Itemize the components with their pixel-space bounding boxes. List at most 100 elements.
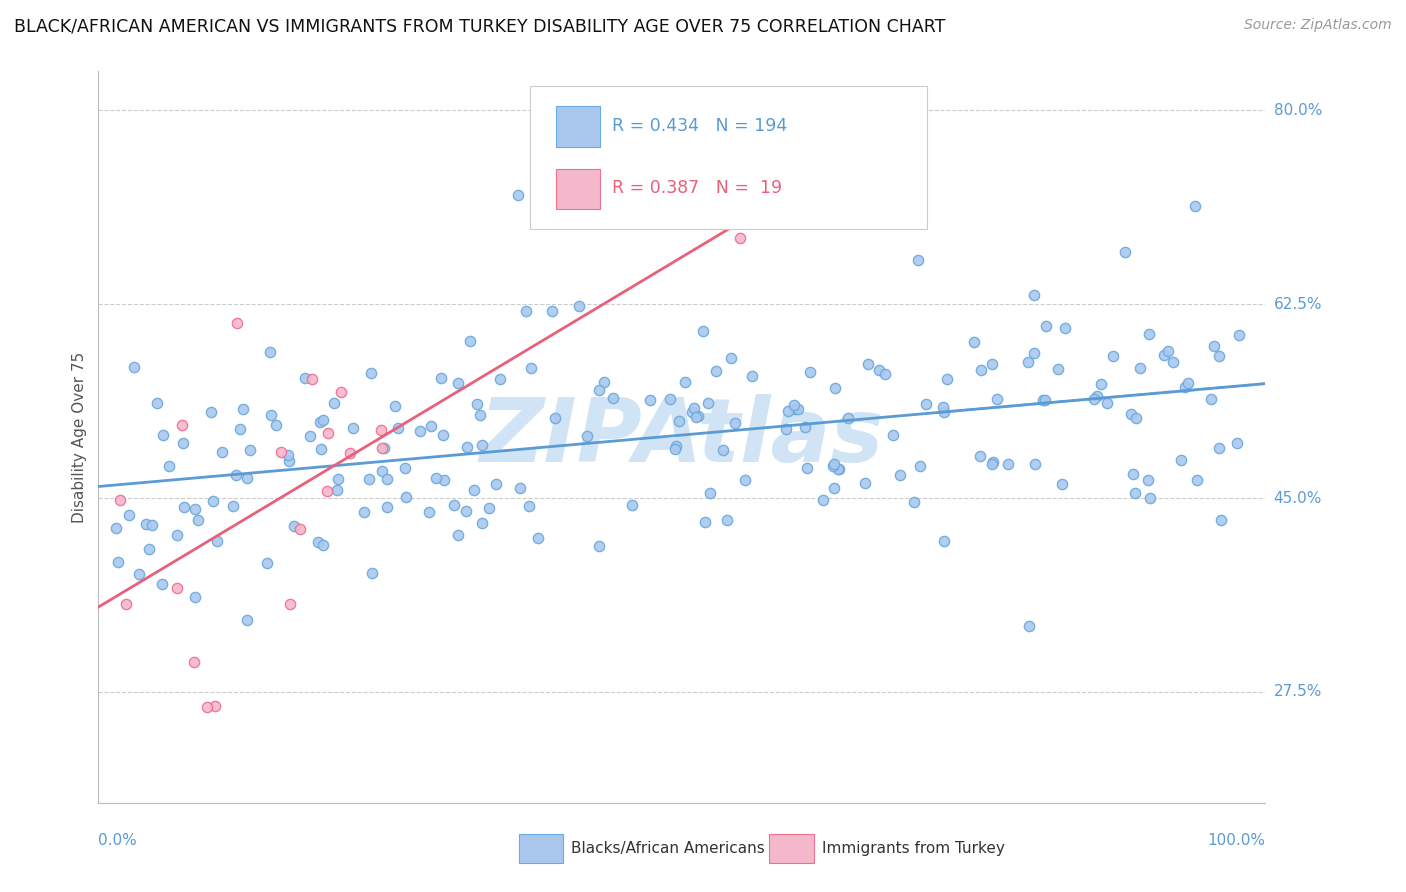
- Point: [515, 303, 537, 318]
- Point: [359, 472, 381, 486]
- Point: [229, 422, 252, 436]
- Point: [283, 519, 305, 533]
- Point: [225, 467, 247, 482]
- Point: [373, 442, 395, 456]
- Point: [108, 492, 131, 507]
- Point: [200, 405, 222, 419]
- Point: [796, 461, 818, 475]
- Point: [793, 420, 815, 434]
- Point: [1211, 513, 1233, 527]
- Point: [150, 577, 173, 591]
- Point: [278, 597, 301, 611]
- Point: [307, 534, 329, 549]
- Point: [903, 494, 925, 508]
- Point: [312, 537, 335, 551]
- Point: [339, 446, 361, 460]
- Point: [1129, 360, 1152, 375]
- Point: [1035, 318, 1057, 333]
- Point: [236, 471, 259, 485]
- Point: [1085, 388, 1108, 402]
- Point: [1227, 327, 1250, 342]
- Point: [1114, 244, 1136, 259]
- Point: [170, 417, 193, 432]
- Point: [593, 376, 616, 390]
- Point: [184, 590, 207, 604]
- Point: [986, 392, 1008, 407]
- Point: [166, 528, 188, 542]
- Point: [1119, 407, 1142, 421]
- Point: [543, 410, 565, 425]
- Point: [290, 522, 312, 536]
- Point: [889, 467, 911, 482]
- Point: [353, 505, 375, 519]
- Point: [371, 441, 394, 455]
- Point: [370, 423, 392, 437]
- Point: [1173, 380, 1195, 394]
- Point: [786, 402, 808, 417]
- Point: [638, 393, 661, 408]
- Point: [316, 425, 339, 440]
- Point: [873, 368, 896, 382]
- Point: [447, 527, 470, 541]
- Point: [115, 597, 138, 611]
- Point: [1226, 435, 1249, 450]
- Text: BLACK/AFRICAN AMERICAN VS IMMIGRANTS FROM TURKEY DISABILITY AGE OVER 75 CORRELAT: BLACK/AFRICAN AMERICAN VS IMMIGRANTS FRO…: [14, 18, 945, 36]
- Point: [323, 395, 346, 409]
- Point: [681, 405, 703, 419]
- Point: [664, 442, 686, 456]
- Point: [294, 371, 316, 385]
- Point: [239, 443, 262, 458]
- Point: [588, 383, 610, 397]
- Point: [828, 462, 851, 476]
- Text: 0.0%: 0.0%: [98, 833, 138, 848]
- Point: [277, 454, 299, 468]
- Point: [856, 357, 879, 371]
- Point: [375, 472, 398, 486]
- Point: [342, 420, 364, 434]
- Point: [1050, 477, 1073, 491]
- Point: [720, 351, 742, 366]
- Point: [1187, 473, 1209, 487]
- Point: [463, 483, 485, 498]
- Point: [118, 508, 141, 522]
- Point: [312, 413, 335, 427]
- Point: [1137, 474, 1160, 488]
- FancyBboxPatch shape: [769, 833, 814, 863]
- Point: [776, 404, 799, 418]
- Point: [837, 410, 859, 425]
- Point: [311, 442, 333, 456]
- Point: [456, 440, 478, 454]
- Point: [704, 364, 727, 378]
- Point: [541, 304, 564, 318]
- Point: [308, 415, 330, 429]
- Point: [1137, 326, 1160, 341]
- Point: [430, 370, 453, 384]
- Point: [936, 372, 959, 386]
- Point: [853, 476, 876, 491]
- Point: [454, 504, 477, 518]
- Point: [673, 376, 696, 390]
- Point: [824, 481, 846, 495]
- Point: [443, 498, 465, 512]
- Point: [823, 457, 845, 471]
- Text: Blacks/African Americans: Blacks/African Americans: [571, 840, 765, 855]
- Point: [172, 435, 194, 450]
- Point: [394, 461, 416, 475]
- Point: [1017, 355, 1039, 369]
- Text: 62.5%: 62.5%: [1274, 297, 1322, 311]
- Point: [517, 499, 540, 513]
- Point: [932, 400, 955, 414]
- Point: [1139, 491, 1161, 505]
- Point: [1083, 392, 1105, 407]
- Point: [683, 401, 706, 415]
- Point: [1102, 349, 1125, 363]
- Point: [932, 534, 955, 549]
- Point: [329, 384, 352, 399]
- Point: [395, 491, 418, 505]
- Point: [471, 516, 494, 531]
- Point: [602, 392, 624, 406]
- Point: [298, 429, 321, 443]
- Point: [1184, 199, 1206, 213]
- Point: [741, 368, 763, 383]
- Point: [264, 417, 287, 432]
